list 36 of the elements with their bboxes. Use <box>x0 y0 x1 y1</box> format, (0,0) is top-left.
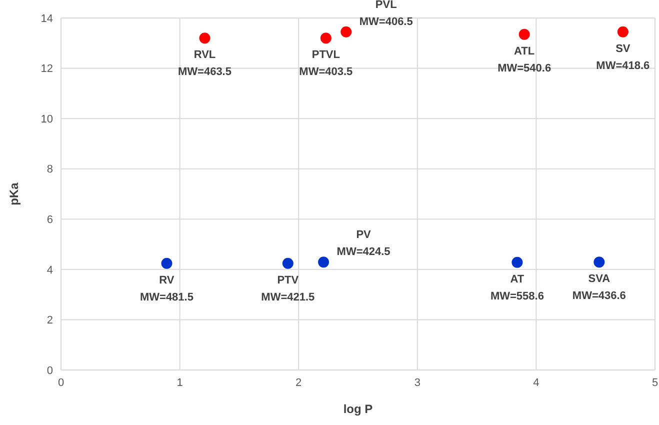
annotation: SV MW=418.6 <box>596 42 650 72</box>
x-tick-label: 1 <box>176 377 183 389</box>
annotation: SVA MW=436.6 <box>572 273 626 302</box>
y-tick-label: 4 <box>46 264 53 276</box>
annotation: ATL MW=540.6 <box>498 45 552 74</box>
point <box>318 256 330 268</box>
y-axis-title: pKa <box>7 182 21 206</box>
y-tick-label: 10 <box>40 113 53 126</box>
x-tick-label: 2 <box>296 377 302 389</box>
y-tick-label: 12 <box>40 63 53 76</box>
annotation: PV MW=424.5 <box>336 229 390 258</box>
y-tick-label: 0 <box>46 364 53 377</box>
annotation: AT MW=558.6 <box>490 273 544 302</box>
x-tick-label: 3 <box>414 377 420 389</box>
y-tick-label: 14 <box>40 12 53 25</box>
y-tick-label: 6 <box>46 214 53 226</box>
point <box>594 256 605 268</box>
x-tick-label: 5 <box>652 377 658 389</box>
point <box>199 32 210 44</box>
point <box>282 258 294 269</box>
y-tick-label: 8 <box>46 164 53 176</box>
annotation: PVL MW=406.5 <box>359 0 413 28</box>
y-tick-label: 2 <box>46 314 53 327</box>
point <box>512 256 523 268</box>
annotation: PTVL MW=403.5 <box>299 49 353 78</box>
x-tick-label: 0 <box>58 377 64 389</box>
annotation: RVL MW=463.5 <box>178 49 232 78</box>
x-axis-title: log P <box>343 402 373 416</box>
point <box>161 258 172 269</box>
annotation: PTV MW=421.5 <box>261 274 315 304</box>
point <box>320 32 332 44</box>
x-tick-label: 4 <box>533 377 540 389</box>
point <box>340 26 352 38</box>
point <box>617 26 628 38</box>
annotation: RV MW=481.5 <box>140 274 194 304</box>
point <box>518 28 530 40</box>
